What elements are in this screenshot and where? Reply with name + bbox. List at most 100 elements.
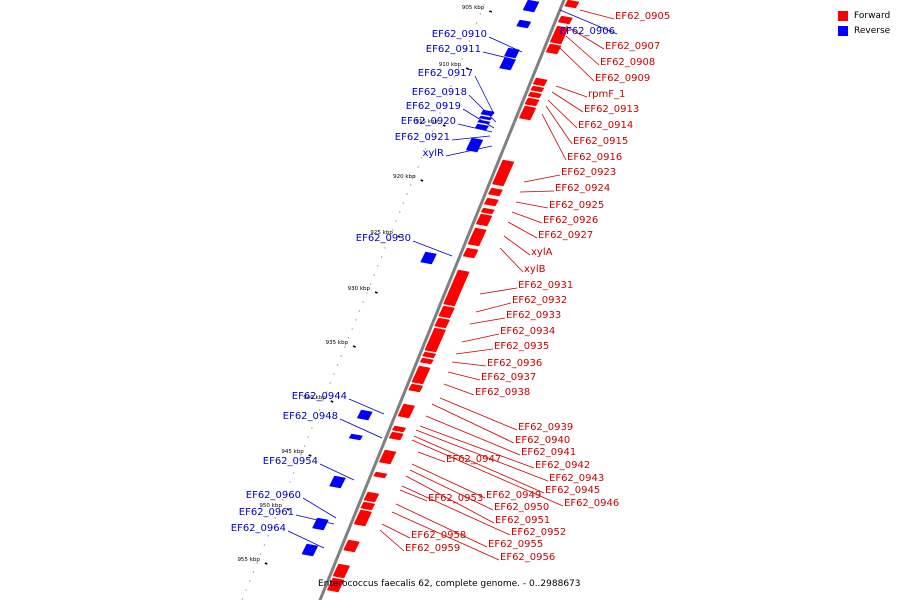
spacing-dot (347, 337, 350, 339)
leader-line (503, 235, 531, 256)
forward-gene-label: xylA (531, 247, 553, 258)
forward-gene-label: EF62_0931 (518, 280, 573, 291)
spacing-dot (464, 49, 467, 51)
reverse-gene-label: EF62_0918 (412, 87, 467, 98)
reverse-gene-label: EF62_0920 (401, 116, 456, 127)
spacing-dot (413, 175, 416, 177)
forward-gene (411, 365, 431, 385)
leader-line (555, 85, 588, 98)
leader-line (451, 361, 487, 367)
forward-gene-label: EF62_0908 (600, 57, 655, 68)
reverse-gene (499, 57, 516, 71)
leader-line (411, 463, 486, 499)
forward-gene-label: EF62_0952 (511, 527, 566, 538)
leader-line (451, 135, 491, 141)
leader-line (379, 529, 405, 552)
spacing-dot (475, 22, 478, 24)
spacing-dot (384, 247, 386, 249)
leader-line (413, 435, 545, 494)
forward-gene-label: EF62_0941 (521, 447, 576, 458)
spacing-dot (362, 301, 364, 303)
forward-gene (422, 351, 437, 359)
spacing-dot (483, 4, 485, 6)
spacing-dot (260, 553, 262, 555)
genome-caption: Enterococcus faecalis 62, complete genom… (318, 579, 581, 589)
spacing-dot (443, 103, 445, 105)
spacing-dot (446, 94, 448, 96)
tick-mark (442, 124, 446, 127)
spacing-dot (307, 436, 309, 438)
reverse-gene-label: EF62_0919 (406, 101, 461, 112)
reverse-gene-label: EF62_0911 (426, 44, 481, 55)
forward-gene (545, 43, 562, 55)
spacing-dot (377, 265, 379, 267)
forward-gene (438, 305, 455, 319)
tick-mark (374, 291, 378, 294)
forward-gene-label: EF62_0905 (615, 11, 670, 22)
spacing-dot (271, 526, 273, 528)
leader-line (559, 9, 618, 35)
leader-line (412, 240, 453, 257)
spacing-dot (358, 310, 361, 312)
spacing-dot (369, 283, 372, 285)
reverse-gene (522, 0, 540, 13)
spacing-dot (296, 463, 298, 465)
forward-gene-label: EF62_0923 (561, 167, 616, 178)
spacing-dot (252, 571, 255, 573)
spacing-dot (373, 274, 375, 276)
spacing-dot (325, 391, 328, 393)
forward-gene-label: EF62_0907 (605, 41, 660, 52)
forward-gene (557, 15, 573, 25)
forward-gene (518, 105, 537, 121)
leader-line (507, 221, 538, 239)
forward-gene-label: EF62_0937 (481, 372, 536, 383)
spacing-dot (263, 544, 266, 546)
leader-line (348, 398, 385, 415)
spacing-dot (245, 589, 247, 591)
tick-label: 945 kbp (281, 449, 304, 455)
spacing-dot (340, 355, 342, 357)
forward-gene-label: EF62_0935 (494, 341, 549, 352)
forward-gene-label: EF62_0913 (584, 104, 639, 115)
leader-line (415, 429, 549, 482)
spacing-dot (395, 220, 397, 222)
leader-line (395, 503, 488, 548)
forward-swatch (838, 10, 848, 21)
forward-gene (397, 403, 416, 419)
forward-gene (480, 207, 495, 215)
reverse-gene-label: EF62_0964 (231, 523, 286, 534)
forward-gene (475, 213, 493, 227)
leader-line (468, 94, 497, 123)
forward-gene-label: EF62_0949 (486, 490, 541, 501)
spacing-dot (333, 373, 335, 375)
spacing-dot (355, 319, 357, 321)
reverse-gene-label: EF62_0906 (560, 26, 615, 37)
forward-gene-label: EF62_0940 (515, 435, 570, 446)
spacing-dot (241, 598, 244, 600)
forward-gene (564, 0, 580, 9)
forward-gene (530, 85, 545, 93)
spacing-dot (278, 508, 280, 510)
spacing-dot (402, 202, 405, 204)
leader-line (474, 75, 495, 115)
forward-gene (424, 327, 446, 353)
forward-gene (419, 357, 434, 365)
spacing-dot (406, 193, 408, 195)
leader-line (565, 25, 605, 50)
forward-gene-label: EF62_0946 (564, 498, 619, 509)
leader-line (511, 211, 543, 224)
forward-gene (524, 97, 540, 107)
reverse-gene-label: xylR (422, 148, 444, 159)
forward-gene (443, 269, 470, 307)
spacing-dot (417, 166, 419, 168)
spacing-dot (274, 517, 276, 519)
spacing-dot (428, 139, 430, 141)
spacing-dot (311, 427, 313, 429)
spacing-dot (336, 364, 339, 366)
forward-gene-label: EF62_0951 (495, 515, 550, 526)
reverse-gene (516, 19, 532, 29)
tick-label: 915 kbp (416, 119, 439, 125)
leader-line (302, 497, 337, 519)
forward-gene-label: EF62_0909 (595, 73, 650, 84)
